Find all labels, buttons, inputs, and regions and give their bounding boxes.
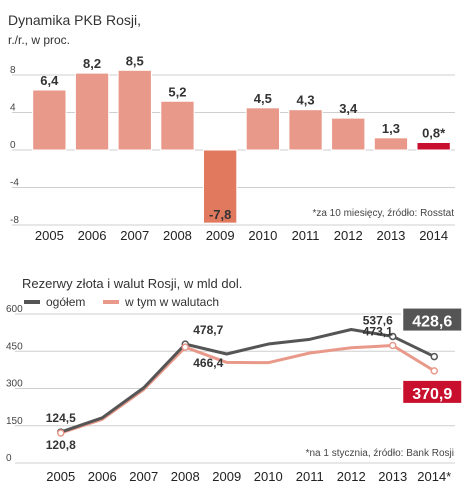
bar-value-label: 6,4 [40, 73, 59, 88]
data-point [389, 341, 397, 350]
legend-fx-label: w tym w walutach [124, 295, 219, 309]
reserves-lines [57, 327, 438, 437]
y-tick-label: 450 [6, 341, 23, 352]
y-tick-label: 4 [10, 103, 16, 114]
line-value-label: 473,1 [363, 325, 393, 339]
x-tick-label: 2010 [248, 228, 277, 243]
bar-value-label: 8,2 [83, 56, 101, 71]
fx-reserves-line [60, 344, 436, 435]
line-value-label: 537,6 [363, 313, 393, 327]
line-value-label: 466,4 [193, 356, 223, 370]
bar [74, 72, 110, 151]
bar-value-label: 4,5 [254, 91, 272, 106]
gdp-x-ticks: 2005 2006 2007 2008 2009 2010 2011 2012 2013 2014 [35, 228, 448, 243]
gdp-chart-title: Dynamika PKB Rosji, [8, 12, 141, 28]
bar-value-label: 4,3 [297, 93, 315, 108]
reserves-chart-title: Rezerwy złota i walut Rosji, w mld dol. [22, 276, 242, 291]
x-tick-label: 2008 [163, 228, 192, 243]
bar-value-label: 3,4 [339, 101, 358, 116]
y-tick-label: 600 [6, 304, 23, 315]
x-tick-label: 2012 [337, 469, 366, 484]
line-value-label: 478,7 [193, 323, 223, 337]
x-tick-label: 2009 [206, 228, 235, 243]
gdp-bars [32, 69, 451, 224]
bar [32, 89, 67, 151]
x-tick-label: 2012 [334, 228, 363, 243]
bar-value-label: 8,5 [126, 53, 144, 68]
bar [245, 107, 281, 151]
fx-last-value-box [401, 378, 464, 405]
line-value-label: 428,6 [412, 314, 452, 331]
y-tick-label: 300 [6, 379, 23, 390]
y-tick-label: -8 [10, 215, 19, 226]
bar [373, 137, 409, 151]
reserves-source-note: *na 1 stycznia, źródło: Bank Rosji [306, 448, 454, 459]
y-tick-label: 150 [6, 416, 23, 427]
reserves-x-ticks: 2005 2006 2007 2008 2009 2010 2011 2012 2013 2014… [46, 469, 451, 484]
gdp-value-labels: 6,4 8,2 8,5 5,2 -7,8 4,5 4,3 3,4 1,3 0,8* [40, 53, 446, 222]
x-tick-label: 2013 [376, 228, 405, 243]
y-tick-label: 0 [6, 453, 12, 464]
legend: ogółem w tym w walutach [24, 295, 219, 309]
bar-value-label: 5,2 [168, 84, 186, 99]
reserves-y-ticks: 600 450 300 150 0 [6, 304, 23, 464]
x-tick-label: 2011 [292, 228, 320, 243]
total-reserves-line [60, 327, 435, 434]
x-tick-label: 2005 [46, 469, 75, 484]
bar [288, 109, 323, 151]
y-tick-label: 8 [10, 65, 16, 76]
bar-value-label: -7,8 [209, 207, 231, 222]
legend-total-label: ogółem [46, 295, 85, 309]
bar [117, 69, 152, 151]
x-tick-label: 2009 [212, 469, 241, 484]
bar-value-label: 0,8* [422, 126, 446, 141]
y-tick-label: -4 [10, 178, 19, 189]
line-value-label: 370,9 [412, 386, 452, 403]
gdp-source-note: *za 10 miesięcy, źródło: Rosstat [312, 208, 454, 219]
bar [416, 142, 451, 151]
x-tick-label: 2006 [88, 469, 117, 484]
bar [331, 117, 366, 151]
data-point [57, 429, 65, 437]
x-tick-label: 2006 [78, 228, 107, 243]
line-value-label: 120,8 [46, 438, 76, 452]
x-tick-label: 2013 [378, 469, 407, 484]
bar-value-label: 1,3 [382, 121, 400, 136]
gdp-chart-subtitle: r./r., w proc. [8, 33, 70, 47]
x-tick-label: 2014* [417, 469, 451, 484]
y-tick-label: 0 [10, 140, 16, 151]
x-tick-label: 2007 [120, 228, 149, 243]
x-tick-label: 2008 [171, 469, 200, 484]
gdp-y-ticks: 8 4 0 -4 -8 [10, 65, 19, 226]
bar [202, 149, 238, 224]
data-point [430, 352, 438, 361]
total-last-value-box [401, 306, 464, 333]
x-tick-label: 2010 [254, 469, 283, 484]
bar [160, 100, 195, 151]
data-point [389, 332, 397, 341]
x-tick-label: 2011 [296, 469, 324, 484]
data-point [181, 343, 189, 351]
data-point [430, 367, 438, 375]
line-value-label: 124,5 [46, 411, 76, 425]
x-tick-label: 2005 [35, 228, 64, 243]
x-tick-label: 2014 [419, 228, 448, 243]
x-tick-label: 2007 [129, 469, 158, 484]
